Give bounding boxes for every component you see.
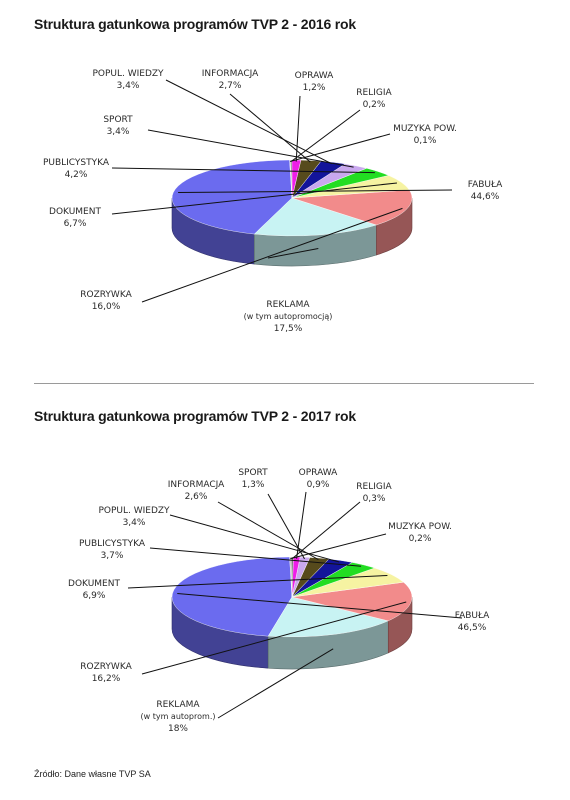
slice-label-2016-religia: RELIGIA	[356, 88, 392, 98]
pie-slice-2016-muzyka-pow	[289, 159, 293, 199]
slice-value-2017-informacja: 2,6%	[185, 492, 208, 502]
slice-value-2016-informacja: 2,7%	[219, 81, 242, 91]
slice-value-2017-publicystyka: 3,7%	[101, 551, 124, 561]
leader-line-2016-reklama	[267, 248, 319, 259]
leader-line-2016-publicystyka	[111, 167, 375, 174]
slice-value-2017-fabula: 46,5%	[458, 623, 487, 633]
slice-value-2017-reklama: 18%	[168, 724, 188, 734]
slice-label-2017-publicystyka: PUBLICYSTYKA	[79, 539, 146, 549]
slice-value-2017-sport: 1,3%	[242, 480, 265, 490]
slice-value-2016-popul-wiedzy: 3,4%	[117, 81, 140, 91]
slice-label-2016-reklama: REKLAMA	[266, 300, 310, 310]
slice-value-2016-muzyka-pow: 0,1%	[414, 136, 437, 146]
slice-value-2017-muzyka-pow: 0,2%	[409, 534, 432, 544]
slice-value-2017-rozrywka: 16,2%	[92, 674, 121, 684]
slice-label-2017-oprawa: OPRAWA	[299, 468, 338, 478]
slice-label-2017-sport: SPORT	[238, 468, 268, 478]
leader-line-2017-popul-wiedzy	[169, 514, 340, 563]
slice-label-2017-rozrywka: ROZRYWKA	[80, 662, 132, 672]
slice-label-2017-reklama: REKLAMA	[156, 700, 200, 710]
slice-value-2017-popul-wiedzy: 3,4%	[123, 518, 146, 528]
slice-value-2016-fabula: 44,6%	[471, 192, 500, 202]
slice-label-2017-dokument: DOKUMENT	[68, 579, 120, 589]
slice-sublabel-2016-reklama: (w tym autopromocją)	[244, 312, 333, 321]
leader-line-2016-oprawa	[295, 95, 301, 162]
pie-slice-2016-reklama	[253, 197, 378, 237]
chart-title-2017: Struktura gatunkowa programów TVP 2 - 20…	[34, 408, 356, 424]
slice-value-2016-reklama: 17,5%	[274, 324, 303, 334]
leader-line-2016-sport	[147, 129, 354, 168]
slice-label-2016-informacja: INFORMACJA	[202, 69, 259, 79]
slice-value-2017-dokument: 6,9%	[83, 591, 106, 601]
leader-line-2017-dokument	[127, 574, 388, 589]
slice-label-2017-popul-wiedzy: POPUL. WIEDZY	[98, 506, 170, 516]
slice-label-2016-fabula: FABUŁA	[468, 180, 503, 190]
leader-line-2017-oprawa	[296, 491, 307, 559]
slice-value-2016-sport: 3,4%	[107, 127, 130, 137]
pie-slice-2016-fabula	[171, 159, 293, 235]
pie-slice-2017-muzyka-pow	[289, 556, 293, 598]
leader-line-2017-publicystyka	[149, 547, 362, 567]
leader-line-2017-muzyka-pow	[290, 533, 387, 560]
pie-chart-2017: FABUŁA 46,5% REKLAMA (w tym autoprom.) 18% RO…	[68, 468, 490, 734]
section-divider	[34, 383, 534, 384]
slice-label-2016-popul-wiedzy: POPUL. WIEDZY	[92, 69, 164, 79]
slice-sublabel-2017-reklama: (w tym autoprom.)	[141, 712, 216, 721]
leader-line-2016-rozrywka	[141, 207, 403, 303]
leader-line-2017-sport	[267, 493, 305, 560]
slice-label-2016-rozrywka: ROZRYWKA	[80, 290, 132, 300]
pie-chart-2016: FABUŁA 44,6% REKLAMA (w tym autopromocją) 17…	[43, 69, 503, 334]
chart-panel-2016: Struktura gatunkowa programów TVP 2 - 20…	[0, 0, 570, 380]
leader-line-2017-informacja	[217, 501, 319, 561]
leader-line-2017-reklama	[217, 648, 334, 719]
slice-label-2017-muzyka-pow: MUZYKA POW.	[388, 522, 452, 532]
slice-value-2017-religia: 0,3%	[363, 494, 386, 504]
slice-label-2017-fabula: FABUŁA	[455, 611, 490, 621]
slice-label-2017-religia: RELIGIA	[356, 482, 392, 492]
slice-label-2016-publicystyka: PUBLICYSTYKA	[43, 158, 110, 168]
slice-value-2016-dokument: 6,7%	[64, 219, 87, 229]
slice-label-2016-muzyka-pow: MUZYKA POW.	[393, 124, 457, 134]
leader-line-2017-fabula	[177, 593, 463, 619]
chart-title-2016: Struktura gatunkowa programów TVP 2 - 20…	[34, 16, 356, 32]
slice-label-2016-dokument: DOKUMENT	[49, 207, 101, 217]
slice-label-2016-sport: SPORT	[103, 115, 133, 125]
leader-line-2017-religia	[291, 501, 361, 559]
slice-value-2016-religia: 0,2%	[363, 100, 386, 110]
slice-label-2016-oprawa: OPRAWA	[295, 71, 334, 81]
leader-line-2017-rozrywka	[141, 601, 407, 675]
slice-value-2016-oprawa: 1,2%	[303, 83, 326, 93]
leader-line-2016-muzyka-pow	[289, 133, 391, 163]
source-note: Źródło: Dane własne TVP SA	[34, 769, 151, 779]
slice-value-2017-oprawa: 0,9%	[307, 480, 330, 490]
leader-line-2016-fabula	[178, 189, 453, 194]
chart-panel-2017: Struktura gatunkowa programów TVP 2 - 20…	[0, 392, 570, 762]
leader-line-2016-popul-wiedzy	[165, 79, 332, 165]
slice-label-2017-informacja: INFORMACJA	[168, 480, 225, 490]
slice-value-2016-rozrywka: 16,0%	[92, 302, 121, 312]
slice-value-2016-publicystyka: 4,2%	[65, 170, 88, 180]
pie-slice-2017-fabula	[171, 556, 293, 637]
leader-line-2016-dokument	[111, 182, 397, 215]
leader-line-2016-religia	[290, 109, 361, 162]
